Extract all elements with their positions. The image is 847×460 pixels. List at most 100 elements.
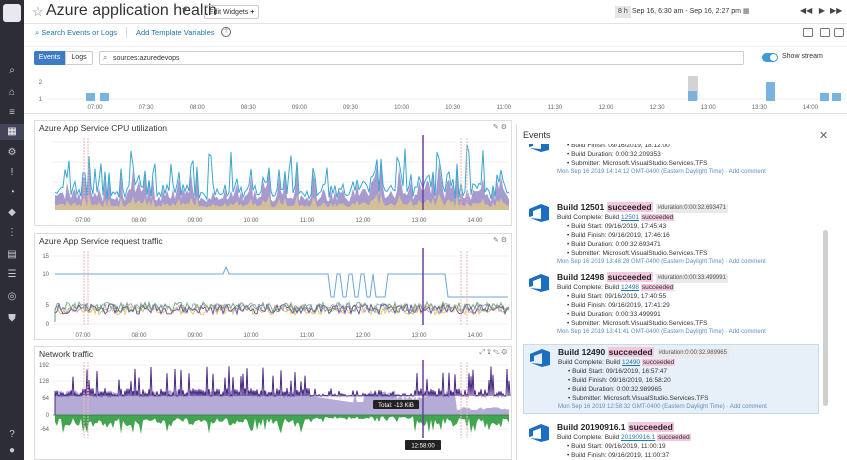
event-query-input[interactable] [113, 53, 733, 63]
timeline-event-bar [100, 93, 109, 101]
edit-pencil-icon[interactable]: ✎ [492, 124, 499, 131]
event-footer[interactable]: Mon Sep 16 2019 14:14:12 GMT-0400 (Easte… [557, 169, 766, 175]
home-nav-icon[interactable]: ⌂ [8, 87, 16, 98]
duration-tag[interactable]: #duration:0:00:33.499991 [655, 274, 728, 283]
build-detail-line: Build Finish: 09/16/2019, 11:00:37 [567, 451, 817, 460]
event-item[interactable]: Build 12498 succeeded #duration:0:00:33.4… [523, 270, 819, 338]
show-stream-toggle[interactable] [762, 53, 778, 62]
event-footer[interactable]: Mon Sep 16 2019 13:46:28 GMT-0400 (Easte… [557, 259, 766, 265]
build-link[interactable]: 12490 [621, 359, 641, 366]
build-detail-line: Submitter: Microsoft.VisualStudio.Servic… [567, 319, 817, 328]
favorite-star-icon[interactable]: ☆ [32, 4, 44, 19]
event-title-text: Build 12501 [557, 202, 605, 212]
datadog-logo[interactable] [3, 4, 21, 22]
tab-events[interactable]: Events [34, 51, 65, 65]
metrics-nav-icon[interactable]: ◔ [8, 187, 16, 198]
settings-icon[interactable] [834, 28, 844, 37]
search-nav-icon[interactable]: ⌕ [9, 65, 15, 76]
event-footer[interactable]: Mon Sep 16 2019 13:41:41 GMT-0400 (Easte… [557, 329, 766, 335]
events-list[interactable]: Build Start: 09/16/2019, 18:11:28Build F… [523, 144, 823, 460]
x-axis-tick: 14:00 [467, 218, 483, 224]
logs-nav-icon[interactable]: ☰ [7, 269, 17, 280]
timeline-x-tick: 07:00 [87, 105, 103, 111]
build-detail-line: Build Duration: 0:00:33.499991 [567, 310, 817, 319]
build-detail-line: Build Duration: 0:00:32.209353 [567, 150, 817, 159]
event-title[interactable]: Build 12490 succeeded #duration:0:00:32.9… [558, 347, 818, 358]
crosshair-time-box [405, 440, 441, 450]
account-nav-icon[interactable]: ● [8, 445, 16, 456]
widget-actions: ✎ ⚙ [493, 236, 507, 244]
apm-nav-icon[interactable]: ⋮ [7, 227, 17, 238]
cpu-utilization-chart[interactable]: 07:00 08:00 09:00 10:00 11:00 12:00 13:00 14:00 [35, 134, 511, 226]
monitors-nav-icon[interactable]: ! [10, 167, 14, 178]
build-complete-prefix: Build Complete: Build [558, 359, 621, 366]
event-timeline[interactable]: 2 1 07:00 07:30 08:00 08:30 09:00 09:30 10:00 10:… [24, 70, 847, 114]
events-scrollbar[interactable] [823, 144, 828, 444]
expand-icon[interactable]: ⤢ [479, 349, 486, 356]
build-complete-line: Build Complete: Build 12501 succeeded [557, 213, 817, 222]
network-traffic-chart[interactable]: 192 128 64 0 -64 Total: -13 KiB 12:58:00 [35, 360, 511, 460]
event-title[interactable]: Build 20190916.1 succeeded [557, 422, 817, 433]
gear-icon[interactable]: ⚙ [501, 349, 507, 356]
chevron-down-icon[interactable]: ▾ [182, 5, 188, 16]
build-link[interactable]: 12498 [620, 284, 640, 291]
synthetics-nav-icon[interactable]: ◎ [7, 291, 17, 302]
widget-size-icon[interactable] [820, 28, 830, 37]
play-icon[interactable]: ▶ [818, 6, 826, 15]
build-details: Build Start: 09/16/2019, 17:40:55Build F… [557, 292, 817, 328]
event-title-text: Build 12490 [558, 347, 606, 357]
crosshair-time-text: 12:58:00 [411, 444, 435, 450]
event-query-box[interactable]: ⌕ [99, 51, 744, 65]
infrastructure-nav-icon[interactable]: ⚙ [7, 147, 17, 158]
event-status: succeeded [606, 272, 653, 282]
gear-icon[interactable]: ⚙ [500, 237, 507, 244]
edit-widgets-button[interactable]: Edit Widgets + [204, 5, 260, 19]
events-nav-icon[interactable]: ≡ [9, 107, 15, 118]
edit-pencil-icon[interactable]: ✎ [492, 349, 500, 356]
edit-pencil-icon[interactable]: ✎ [492, 237, 499, 244]
scrollbar-thumb[interactable] [823, 230, 828, 406]
event-status: succeeded [640, 284, 675, 291]
build-link[interactable]: 12501 [620, 214, 640, 221]
dashboards-nav-icon[interactable]: ▦ [7, 126, 17, 137]
duration-tag[interactable]: #duration:0:00:32.693471 [655, 204, 728, 213]
y-axis-tick: 128 [39, 379, 50, 385]
share-icon[interactable]: ⇪ [487, 349, 492, 356]
event-item[interactable]: Build 20190916.1 succeeded Build Complete… [523, 420, 819, 460]
event-timeline-chart[interactable]: 2 1 07:00 07:30 08:00 08:30 09:00 09:30 10:00 10:… [24, 70, 847, 114]
security-nav-icon[interactable]: ⛊ [8, 313, 16, 324]
help-icon[interactable]: ? [221, 27, 231, 37]
event-title[interactable]: Build 12498 succeeded #duration:0:00:33.4… [557, 272, 817, 283]
network-tooltip: Total: -13 KiB [373, 400, 419, 409]
build-details: Build Start: 09/16/2019, 16:57:47Build F… [558, 367, 818, 403]
add-template-variables-link[interactable]: Add Template Variables [136, 28, 215, 37]
dashboard-title[interactable]: Azure application health [46, 2, 217, 19]
y-axis-tick: 15 [42, 254, 49, 260]
y-axis-tick: 0 [46, 322, 50, 328]
event-title[interactable]: Build 12501 succeeded #duration:0:00:32.6… [557, 202, 817, 213]
rewind-icon[interactable]: ◀◀ [800, 6, 813, 15]
timeline-x-tick: 10:30 [445, 105, 461, 111]
duration-tag[interactable]: #duration:0:00:32.989965 [656, 349, 729, 358]
time-range-picker[interactable]: Sep 16, 6:30 am - Sep 16, 2:27 pm ▦ [632, 6, 812, 18]
event-footer[interactable]: Mon Sep 16 2019 12:58:32 GMT-0400 (Easte… [558, 404, 767, 410]
event-item[interactable]: Build Start: 09/16/2019, 18:11:28Build F… [523, 144, 819, 186]
tab-logs[interactable]: Logs [65, 51, 93, 65]
help-nav-icon[interactable]: ? [9, 429, 15, 440]
event-title-text: Build 20190916.1 [557, 422, 626, 432]
close-icon[interactable]: ✕ [819, 130, 829, 142]
widget-actions: ⤢ ⇪ ✎ ⚙ [480, 349, 508, 357]
event-item[interactable]: Build 12490 succeeded #duration:0:00:32.9… [523, 344, 819, 414]
gear-icon[interactable]: ⚙ [500, 124, 507, 131]
tv-mode-icon[interactable] [803, 28, 813, 37]
integrations-nav-icon[interactable]: ◆ [8, 207, 16, 218]
notebooks-nav-icon[interactable]: ▤ [7, 249, 17, 260]
build-link[interactable]: 20190916.1 [620, 434, 656, 441]
fast-forward-icon[interactable]: ▶▶ [830, 6, 843, 15]
timeline-x-tick: 09:00 [292, 105, 308, 111]
x-axis-tick: 12:00 [355, 218, 371, 224]
search-events-link[interactable]: ⌕ Search Events or Logs [35, 28, 117, 38]
request-traffic-chart[interactable]: 15 10 5 0 07:00 08:00 09:00 10:00 11:00 12:00 13:0… [35, 247, 511, 340]
time-span-badge[interactable]: 8 h [615, 6, 631, 18]
event-item[interactable]: Build 12501 succeeded #duration:0:00:32.6… [523, 200, 819, 266]
